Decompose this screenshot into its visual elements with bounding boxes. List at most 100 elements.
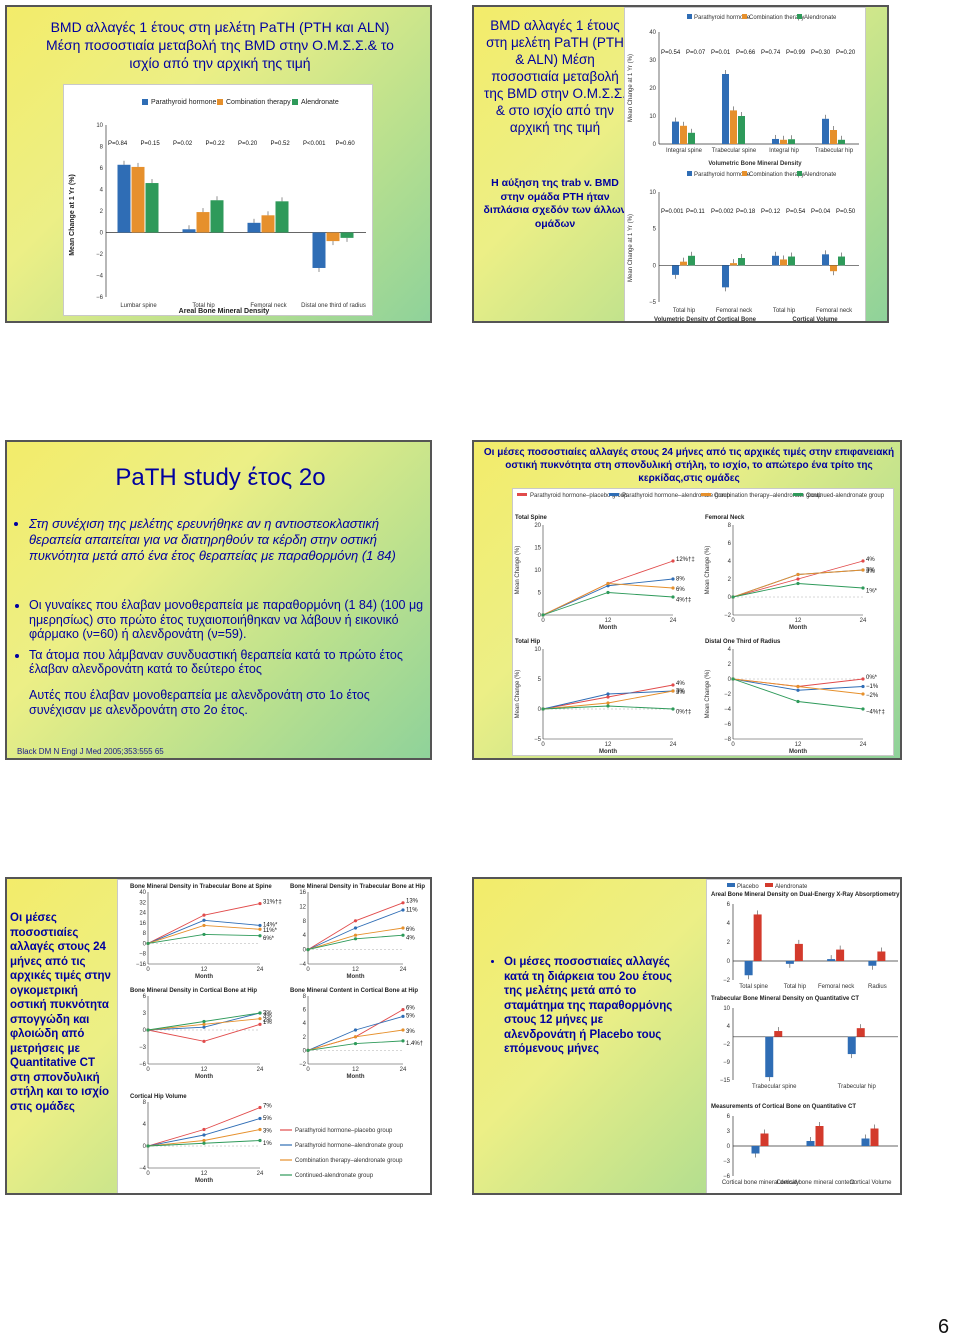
bar <box>196 212 210 233</box>
slide-1: BMD αλλαγές 1 έτους στη μελέτη PaTH (PTH… <box>5 5 432 323</box>
data-point <box>202 1022 206 1026</box>
data-point <box>606 581 610 586</box>
legend-label: Parathyroid hormone–placebo group <box>530 493 628 499</box>
legend-label: Alendronate <box>804 172 837 178</box>
x-axis-label: Month <box>789 749 807 755</box>
y-tick-label: −5 <box>649 300 657 306</box>
y-tick-label: 0 <box>143 1144 147 1150</box>
p-value-label: P=0.02 <box>173 141 193 147</box>
y-tick-label: 3 <box>727 1129 731 1135</box>
data-point <box>606 590 610 595</box>
bar <box>870 1128 879 1146</box>
end-value-label: 4% <box>866 557 875 563</box>
x-tick-label: Trabecular spine <box>752 1084 797 1090</box>
bar <box>744 961 753 976</box>
end-value-label: 5% <box>406 1014 415 1020</box>
x-tick-label: Trabecular hip <box>815 148 854 154</box>
data-point <box>202 918 206 922</box>
y-tick-label: 8 <box>303 919 307 925</box>
slide-3-title: PaTH study έτος 2ο <box>7 464 430 492</box>
x-tick-label: Cortical bone mineral content <box>776 1180 854 1186</box>
legend-label: Combination therapy–alendronate group <box>714 493 822 499</box>
y-tick-label: 5 <box>538 591 542 597</box>
bar <box>182 229 196 233</box>
legend-label: Parathyroid hormone–alendronate group <box>622 493 731 499</box>
y-tick-label: 30 <box>649 58 656 64</box>
end-value-label: 1%* <box>866 588 878 594</box>
legend-swatch <box>765 883 773 887</box>
data-point <box>202 1025 206 1029</box>
bar <box>788 256 795 266</box>
legend-swatch <box>687 171 692 176</box>
x-axis-label: Month <box>599 749 617 755</box>
series-line <box>147 919 261 944</box>
y-tick-label: 2 <box>728 577 732 583</box>
p-value-label: P=0.002 <box>711 209 734 215</box>
x-tick-label: Femoral neck <box>816 308 853 314</box>
legend-label: Combination therapy <box>226 99 291 106</box>
y-axis-label: Mean Change (%) <box>705 546 711 595</box>
data-point <box>146 1144 150 1148</box>
y-tick-label: −2 <box>96 252 104 258</box>
bar <box>827 959 836 961</box>
bar <box>780 259 787 266</box>
slide-3-bullet: Τα άτομα που λάμβαναν συνδυαστική θεραπε… <box>29 648 430 677</box>
x-tick-label: 0 <box>541 618 545 624</box>
y-tick-label: −5 <box>534 737 542 743</box>
y-tick-label: 4 <box>303 1021 307 1027</box>
legend-label: Parathyroid hormone <box>694 172 751 178</box>
end-value-label: 1% <box>263 1020 272 1026</box>
x-tick-label: 24 <box>860 742 867 748</box>
end-value-label: 14%* <box>263 923 278 929</box>
y-tick-label: 12 <box>299 904 306 910</box>
page-number: 6 <box>938 1316 950 1338</box>
end-value-label: 2% <box>263 1017 272 1023</box>
data-point <box>353 937 358 941</box>
legend-label: Parathyroid hormone–placebo group <box>295 1128 393 1134</box>
bar <box>672 121 679 144</box>
data-point <box>671 559 675 563</box>
y-tick-label: 20 <box>534 523 541 529</box>
end-value-label: 31%†‡ <box>263 899 282 905</box>
x-axis-label: Month <box>347 1074 365 1080</box>
legend-swatch <box>727 883 735 887</box>
y-axis-label: Mean Change (%) <box>515 670 521 719</box>
end-value-label: 6%* <box>263 936 275 942</box>
qct-figure: Bone Mineral Density in Trabecular Bone … <box>117 879 430 1193</box>
data-point <box>606 701 610 705</box>
data-point <box>861 684 865 689</box>
areal-bmd-chart: Parathyroid hormone Combination therapy Al… <box>63 84 373 316</box>
p-value-label: P=0.30 <box>811 50 831 56</box>
bar <box>806 1141 815 1146</box>
legend-label: Placebo <box>737 884 759 890</box>
slide-6: Οι μέσες ποσοστιαίες αλλαγές κατά τη διά… <box>472 877 902 1195</box>
x-tick-label: 12 <box>201 967 208 973</box>
p-value-label: P=0.84 <box>108 141 128 147</box>
data-point <box>861 692 865 696</box>
bar <box>838 139 845 144</box>
bar <box>688 132 695 144</box>
y-tick-label: −4 <box>139 1166 147 1172</box>
series-line <box>307 1015 404 1051</box>
y-tick-label: 8 <box>303 994 307 1000</box>
legend-label: Continued-alendronate group <box>295 1173 374 1179</box>
y-tick-label: −8 <box>139 952 147 958</box>
x-axis-label: Month <box>599 625 617 631</box>
end-value-label: 3% <box>263 1128 272 1134</box>
p-value-label: P=0.50 <box>836 209 856 215</box>
bar <box>145 183 159 233</box>
y-tick-label: 3 <box>143 1011 147 1017</box>
x-axis-label: Areal Bone Mineral Density <box>179 308 270 315</box>
x-tick-label: Total hip <box>784 984 807 990</box>
x-tick-label: 0 <box>306 1067 310 1073</box>
slide-3-title-text: PaTH study έτος 2ο <box>115 464 326 491</box>
x-tick-label: Trabecular spine <box>712 148 757 154</box>
data-point <box>202 1039 206 1043</box>
legend-label: Alendronate <box>301 99 339 106</box>
data-point <box>258 1105 262 1110</box>
x-tick-label: 12 <box>352 967 359 973</box>
legend-label: Parathyroid hormone <box>151 99 216 106</box>
data-point <box>731 595 735 599</box>
bar <box>774 1031 783 1037</box>
series-line <box>307 1029 404 1051</box>
